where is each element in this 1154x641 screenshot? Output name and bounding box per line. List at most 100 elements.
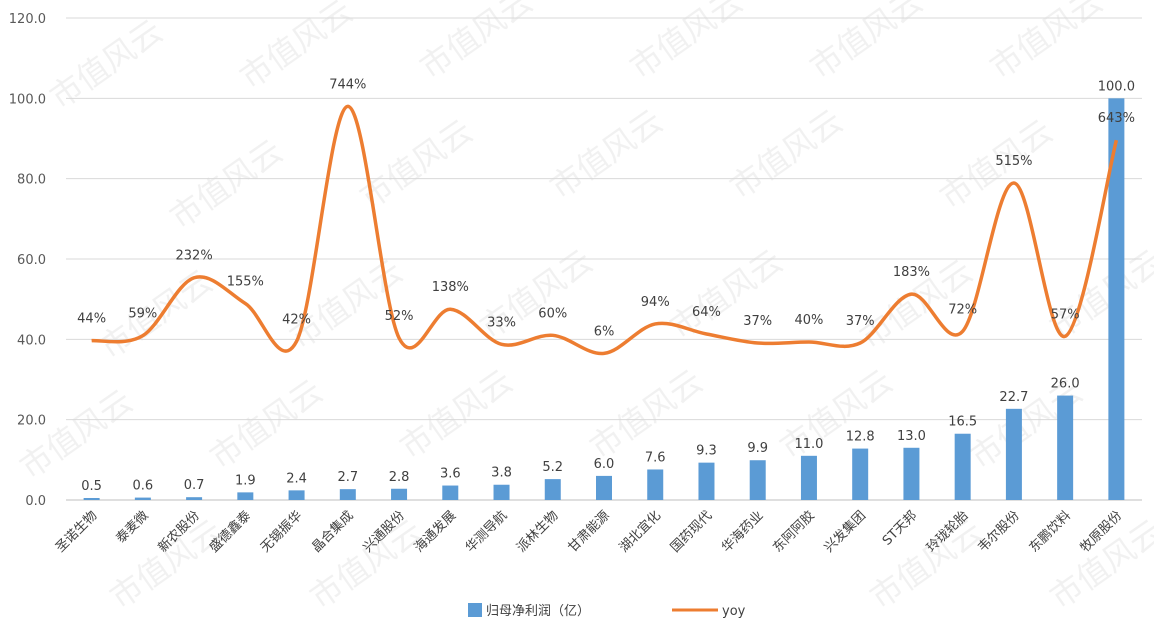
- yoy-value-label: 37%: [743, 314, 772, 329]
- bar: [852, 448, 869, 500]
- x-category-label: 圣诺生物: [53, 508, 100, 555]
- bar-value-label: 5.2: [542, 460, 563, 475]
- bar: [903, 447, 920, 500]
- watermark-text: 市值风云: [543, 102, 670, 207]
- yoy-value-label: 33%: [487, 315, 516, 330]
- bar-value-labels: 0.5 0.6 0.7 1.9 2.4 2.7 2.8 3.6 3.8 5.2 6.0 7.6 9.3 9…: [81, 79, 1135, 494]
- x-category-label: ST天邦: [880, 508, 920, 548]
- bar: [288, 490, 305, 500]
- line-series: [91, 104, 1119, 356]
- x-category-label: 无锡振华: [258, 508, 305, 555]
- legend-swatch-bars: [468, 603, 482, 617]
- bar: [800, 455, 817, 500]
- watermark-text: 市值风云: [803, 0, 930, 87]
- yoy-value-label: 138%: [432, 280, 469, 295]
- yoy-value-label: 744%: [329, 77, 366, 92]
- watermark-text: 市值风云: [863, 512, 990, 617]
- bar-value-label: 9.3: [696, 444, 717, 459]
- yoy-value-label: 57%: [1051, 307, 1080, 322]
- yoy-value-label: 515%: [995, 154, 1032, 169]
- y-tick-label: 120.0: [9, 12, 46, 27]
- bar: [83, 497, 100, 500]
- watermark-text: 市值风云: [623, 0, 750, 87]
- bar-value-label: 22.7: [999, 390, 1028, 405]
- bar: [339, 489, 356, 500]
- bar-value-label: 2.7: [337, 470, 358, 485]
- bar: [186, 497, 203, 500]
- x-category-label: 国药现代: [668, 508, 715, 555]
- yoy-value-label: 155%: [227, 275, 264, 290]
- watermark-text: 市值风云: [413, 0, 540, 87]
- watermark-text: 市值风云: [203, 372, 330, 477]
- bar-value-label: 12.8: [846, 430, 875, 445]
- yoy-value-label: 40%: [794, 313, 823, 328]
- yoy-value-label: 59%: [128, 307, 157, 322]
- bar-value-label: 100.0: [1098, 79, 1135, 94]
- y-tick-label: 60.0: [17, 253, 46, 268]
- yoy-value-label: 37%: [846, 314, 875, 329]
- yoy-value-label: 64%: [692, 305, 721, 320]
- watermark-text: 市值风云: [163, 132, 290, 237]
- bar-value-label: 26.0: [1051, 377, 1080, 392]
- y-tick-label: 100.0: [9, 92, 46, 107]
- yoy-value-label: 6%: [594, 324, 615, 339]
- x-category-label: 东阿阿胶: [770, 508, 818, 556]
- x-category-label: 泰麦微: [113, 508, 151, 546]
- yoy-value-label: 183%: [893, 265, 930, 280]
- bar-value-label: 11.0: [794, 437, 823, 452]
- bar: [698, 462, 715, 500]
- yoy-value-label: 52%: [385, 309, 414, 324]
- x-category-label: 派林生物: [514, 508, 561, 555]
- watermark-text: 市值风云: [773, 362, 900, 467]
- yoy-value-label: 232%: [176, 249, 213, 264]
- watermark-text: 市值风云: [663, 242, 790, 347]
- bar-value-label: 1.9: [235, 473, 256, 488]
- x-category-label: 韦尔股份: [975, 508, 1022, 555]
- bar: [391, 488, 408, 500]
- bar: [647, 469, 664, 500]
- bar: [1057, 395, 1074, 500]
- yoy-value-label: 44%: [77, 312, 106, 327]
- bar: [749, 460, 766, 500]
- bar-value-label: 0.6: [133, 479, 154, 494]
- watermark-text: 市值风云: [43, 12, 170, 117]
- bar: [237, 492, 254, 500]
- bar: [134, 497, 151, 500]
- watermark-text: 市值风云: [303, 512, 430, 617]
- bar: [442, 485, 459, 500]
- x-category-label: 兴发集团: [821, 508, 869, 556]
- bar-value-label: 2.4: [286, 471, 307, 486]
- bar: [544, 479, 561, 500]
- bar-value-label: 3.6: [440, 467, 461, 482]
- bar: [596, 475, 612, 500]
- bar-value-label: 0.5: [81, 479, 102, 494]
- bar: [493, 484, 510, 500]
- bar-series: [83, 98, 1125, 500]
- bar: [954, 433, 971, 500]
- x-category-label: 华测导航: [462, 508, 510, 556]
- bar-value-label: 7.6: [645, 450, 666, 465]
- x-category-label: 甘肃能源: [565, 508, 612, 555]
- y-tick-label: 0.0: [25, 494, 46, 509]
- yoy-value-label: 643%: [1098, 111, 1135, 126]
- bar-value-label: 3.8: [491, 466, 512, 481]
- yoy-value-label: 60%: [538, 306, 567, 321]
- bar-value-label: 16.5: [948, 415, 977, 430]
- y-tick-label: 80.0: [17, 173, 46, 188]
- x-category-label: 湖北宜化: [617, 508, 664, 555]
- bar-value-label: 0.7: [184, 478, 205, 493]
- bar: [1108, 98, 1125, 500]
- line-value-labels: 44% 59% 232% 155% 42% 744% 52% 138% 33% 60% 6% 94% 6…: [77, 77, 1135, 339]
- legend-label-bars: 归母净利润（亿）: [486, 604, 590, 619]
- bar-value-label: 13.0: [897, 429, 926, 444]
- watermark-text: 市值风云: [473, 242, 600, 347]
- y-tick-label: 40.0: [17, 333, 46, 348]
- watermark-text: 市值风云: [13, 382, 140, 487]
- watermark-text: 市值风云: [723, 102, 850, 207]
- bar-value-label: 9.9: [747, 441, 768, 456]
- y-tick-label: 20.0: [17, 414, 46, 429]
- bar-value-label: 2.8: [389, 470, 410, 485]
- y-axis-ticks: 0.0 20.0 40.0 60.0 80.0 100.0 120.0: [9, 12, 46, 509]
- yoy-value-label: 42%: [282, 312, 311, 327]
